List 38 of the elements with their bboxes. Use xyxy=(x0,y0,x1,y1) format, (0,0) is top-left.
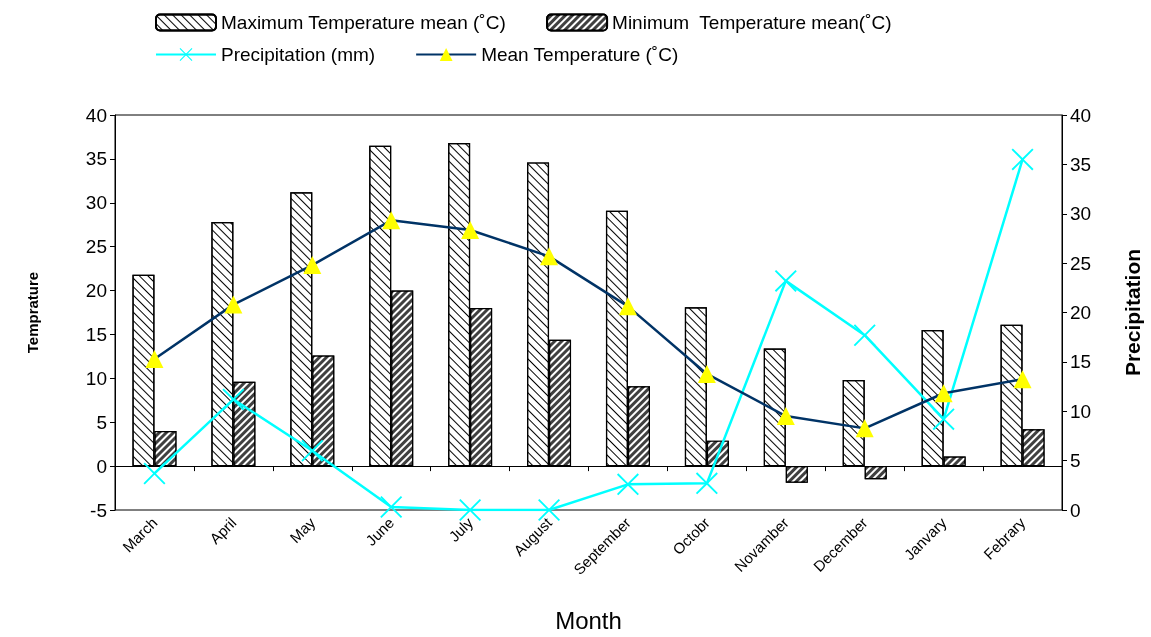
y2-tick-label: 35 xyxy=(1070,153,1092,175)
y-tick-label: 15 xyxy=(85,323,107,345)
y2-tick-label: 30 xyxy=(1070,203,1092,225)
y-tick-label: 10 xyxy=(85,367,107,389)
legend-label: Mean Temperature (˚C) xyxy=(481,44,679,65)
point xyxy=(774,269,797,292)
y2-tick-label: 15 xyxy=(1070,351,1092,373)
x-tick-label: July xyxy=(445,513,477,545)
legend-label: Maximum Temperature mean (˚C) xyxy=(221,12,506,33)
x-axis-title: Month xyxy=(555,606,622,634)
y2-tick-label: 5 xyxy=(1070,450,1081,472)
point xyxy=(695,472,718,495)
y-tick-label: 20 xyxy=(85,280,107,302)
y-tick-label: 30 xyxy=(85,192,107,214)
y2-tick-label: 40 xyxy=(1070,104,1092,126)
point xyxy=(853,324,876,347)
y2-tick-label: 20 xyxy=(1070,302,1092,323)
legend-label: Precipitation (mm) xyxy=(221,44,376,65)
y-tick-label: 35 xyxy=(85,148,107,170)
y2-tick-label: 0 xyxy=(1070,499,1081,521)
y2-tick-label: 25 xyxy=(1070,252,1092,274)
y2-axis-title: Precipitation xyxy=(1121,248,1144,377)
point xyxy=(143,462,166,485)
y-axis-title: Temprature xyxy=(24,271,41,354)
x-tick-label: May xyxy=(286,513,319,547)
point xyxy=(222,388,245,411)
point xyxy=(380,496,403,519)
point xyxy=(301,439,324,462)
y-tick-label: 25 xyxy=(85,236,107,258)
point xyxy=(1011,148,1034,171)
point xyxy=(616,473,639,496)
y2-tick-label: 10 xyxy=(1070,400,1092,422)
y-tick-label: -5 xyxy=(90,499,107,521)
y-tick-label: 5 xyxy=(96,411,107,433)
y-tick-label: 0 xyxy=(96,455,107,477)
legend-label: Minimum Temperature mean(˚C) xyxy=(612,12,892,33)
point xyxy=(932,408,955,431)
y-tick-label: 40 xyxy=(85,104,107,126)
